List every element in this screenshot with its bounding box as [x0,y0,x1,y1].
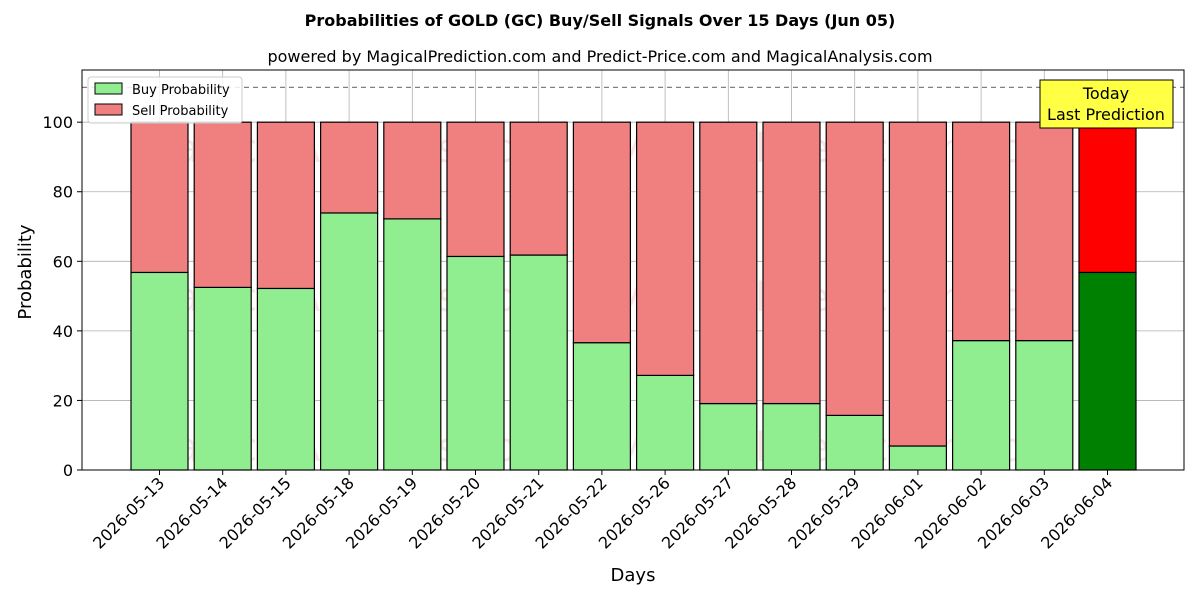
sell-bar [509,121,568,256]
chart-subtitle: powered by MagicalPrediction.com and Pre… [267,47,932,66]
buy-bar [699,402,758,471]
sell-bar [1078,121,1137,274]
legend: Buy Probability Sell Probability [87,76,243,124]
sell-bar [825,121,884,416]
today-annotation: Today Last Prediction [1039,79,1174,129]
legend-box [87,76,243,124]
buy-bar [446,255,505,471]
y-axis-label: Probability [15,224,36,319]
sell-bar [193,121,252,288]
buy-bar [825,414,884,471]
buy-bar [1015,340,1074,471]
legend-label-sell: Sell Probability [132,104,229,119]
y-tick-label: 40 [53,322,73,341]
legend-label-buy: Buy Probability [132,83,230,98]
sell-bar [888,121,948,447]
axes-frame [81,69,1185,471]
today-annotation-line: Today [1082,84,1129,103]
sell-bar [762,121,821,405]
sell-bar [635,121,695,376]
y-tick-label: 0 [63,461,73,480]
buy-bar [888,445,948,471]
today-annotation-box [1039,79,1174,129]
sell-bar [256,121,315,290]
buy-bar [383,218,442,471]
buy-bar [256,287,315,471]
legend-swatch-sell [94,103,123,116]
today-annotation-line: Last Prediction [1047,105,1165,124]
buy-bar [320,212,379,471]
y-tick-label: 80 [53,183,73,202]
plot-area: MagicalAnalysis.comMagicalPrediction.com… [42,69,1185,553]
sell-bar [572,121,632,344]
buy-bar [635,374,695,471]
buy-bar [130,271,189,471]
buy-bar [193,286,252,471]
sell-bar [130,121,189,274]
buy-bar [762,402,821,471]
y-tick-label: 60 [53,252,73,271]
sell-bar [699,121,758,405]
sell-bar [1015,121,1074,342]
sell-bar [383,121,442,220]
legend-swatch-buy [94,82,123,95]
sell-bar [446,121,505,258]
y-tick-label: 20 [53,391,73,410]
chart-title: Probabilities of GOLD (GC) Buy/Sell Sign… [305,11,896,30]
buy-bar [572,342,632,471]
sell-bar [951,121,1011,342]
buy-bar [951,340,1011,471]
buy-bar [509,254,568,471]
buy-bar [1078,271,1137,471]
y-tick-label: 100 [42,113,73,132]
x-axis-label: Days [611,565,656,586]
sell-bar [320,121,379,214]
